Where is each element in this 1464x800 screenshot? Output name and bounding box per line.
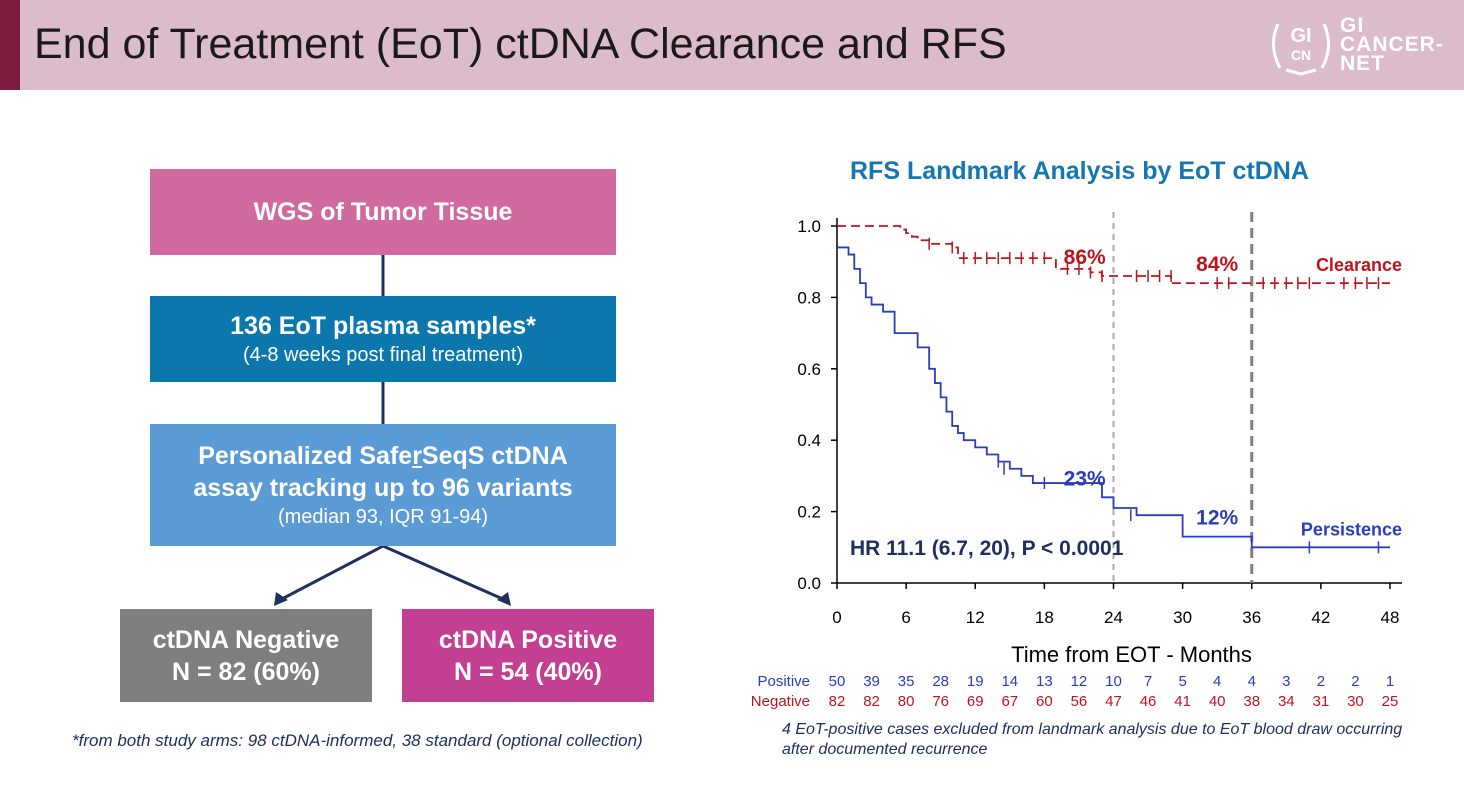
slide-title: End of Treatment (EoT) ctDNA Clearance a… (34, 20, 1007, 68)
laurel-icon: GI CN (1272, 23, 1330, 76)
x-axis-label: Time from EOT - Months (1011, 642, 1252, 667)
risk-cell: 1 (1385, 673, 1395, 690)
exclusion-note: 4 EoT-positive cases excluded from landm… (782, 721, 1403, 758)
risk-cell: 28 (932, 673, 950, 690)
ctdna-negative-box: ctDNA Negative N = 82 (60%) (120, 609, 372, 702)
risk-cell: 41 (1174, 693, 1191, 710)
arrowhead-left (274, 592, 288, 606)
plasma-sublabel: (4-8 weeks post final treatment) (242, 344, 524, 366)
arrowhead-right (497, 592, 511, 606)
logo-text: GI CANCER- NET (1340, 14, 1444, 75)
risk-cell: 4 (1213, 673, 1222, 690)
ctdna-positive-box: ctDNA Positive N = 54 (40%) (402, 609, 654, 702)
x-tick-label: 36 (1242, 608, 1261, 627)
risk-cell: 5 (1178, 673, 1187, 690)
x-tick-label: 6 (901, 608, 910, 627)
assay-label-1: Personalized SaferSeqS ctDNA (198, 442, 568, 470)
assay-label-2: assay tracking up to 96 variants (193, 474, 573, 502)
risk-row-label: Positive (757, 673, 810, 690)
plasma-box: 136 EoT plasma samples* (4-8 weeks post … (150, 296, 616, 382)
series-persistence (837, 246, 1390, 549)
negative-count: N = 82 (60%) (172, 657, 320, 686)
positive-count: N = 54 (40%) (454, 657, 602, 686)
risk-cell: 38 (1243, 693, 1261, 710)
assay-sublabel: (median 93, IQR 91-94) (277, 506, 489, 528)
risk-cell: 56 (1070, 693, 1088, 710)
header-bar (0, 0, 1464, 90)
risk-cell: 10 (1105, 673, 1122, 690)
risk-cell: 7 (1143, 673, 1153, 690)
risk-cell: 39 (863, 673, 880, 690)
risk-cell: 40 (1208, 693, 1226, 710)
rate-annotation: 84% (1196, 253, 1238, 276)
wgs-box: WGS of Tumor Tissue (150, 169, 616, 255)
flow-footnote: *from both study arms: 98 ctDNA-informed… (72, 731, 643, 750)
positive-label: ctDNA Positive (438, 625, 618, 654)
plasma-label: 136 EoT plasma samples* (230, 312, 536, 340)
x-tick-label: 24 (1104, 608, 1123, 627)
chart-title: RFS Landmark Analysis by EoT ctDNA (850, 157, 1309, 185)
rate-annotation: 12% (1196, 507, 1238, 530)
risk-cell: 82 (863, 693, 880, 710)
risk-cell: 4 (1247, 673, 1256, 690)
risk-cell: 3 (1282, 673, 1291, 690)
wgs-label: WGS of Tumor Tissue (253, 198, 513, 226)
risk-cell: 34 (1277, 693, 1295, 710)
rate-annotation: 23% (1064, 467, 1106, 490)
x-tick-label: 0 (832, 608, 841, 627)
risk-cell: 2 (1351, 673, 1360, 690)
risk-cell: 46 (1139, 693, 1157, 710)
rate-annotation: 86% (1064, 246, 1106, 269)
risk-cell: 60 (1036, 693, 1053, 710)
x-tick-label: 48 (1381, 608, 1400, 627)
risk-cell: 69 (966, 693, 984, 710)
risk-cell: 47 (1105, 693, 1122, 710)
y-tick-label: 0.2 (797, 503, 821, 522)
y-tick-label: 0.0 (797, 574, 821, 593)
y-tick-label: 0.6 (797, 360, 821, 379)
risk-cell: 67 (1001, 693, 1019, 710)
risk-cell: 30 (1347, 693, 1364, 710)
gicancernet-logo: GI CN GI CANCER- NET (1266, 14, 1456, 78)
x-tick-label: 30 (1173, 608, 1192, 627)
series-end-label: Clearance (1316, 255, 1402, 275)
x-tick-label: 12 (966, 608, 985, 627)
x-tick-label: 18 (1035, 608, 1054, 627)
risk-cell: 25 (1381, 693, 1399, 710)
x-tick-label: 42 (1311, 608, 1330, 627)
hazard-ratio-text: HR 11.1 (6.7, 20), P < 0.0001 (850, 537, 1124, 560)
negative-label: ctDNA Negative (152, 625, 340, 654)
risk-cell: 14 (1001, 673, 1019, 690)
series-end-label: Persistence (1301, 519, 1402, 539)
header-accent (0, 0, 20, 90)
risk-cell: 82 (828, 693, 846, 710)
risk-cell: 13 (1036, 673, 1053, 690)
assay-box: Personalized SaferSeqS ctDNA assay track… (150, 424, 616, 546)
y-tick-label: 0.4 (797, 431, 821, 450)
logo-mark-bottom: CN (1291, 47, 1311, 63)
risk-cell: 50 (828, 673, 846, 690)
risk-cell: 35 (897, 673, 915, 690)
risk-cell: 76 (932, 693, 950, 710)
risk-cell: 19 (966, 673, 984, 690)
risk-cell: 12 (1070, 673, 1088, 690)
y-tick-label: 0.8 (797, 288, 821, 307)
y-tick-label: 1.0 (797, 217, 821, 236)
risk-cell: 31 (1312, 693, 1330, 710)
risk-cell: 2 (1316, 673, 1326, 690)
risk-row-label: Negative (750, 693, 810, 710)
risk-cell: 80 (897, 693, 915, 710)
logo-mark-top: GI (1290, 25, 1311, 47)
